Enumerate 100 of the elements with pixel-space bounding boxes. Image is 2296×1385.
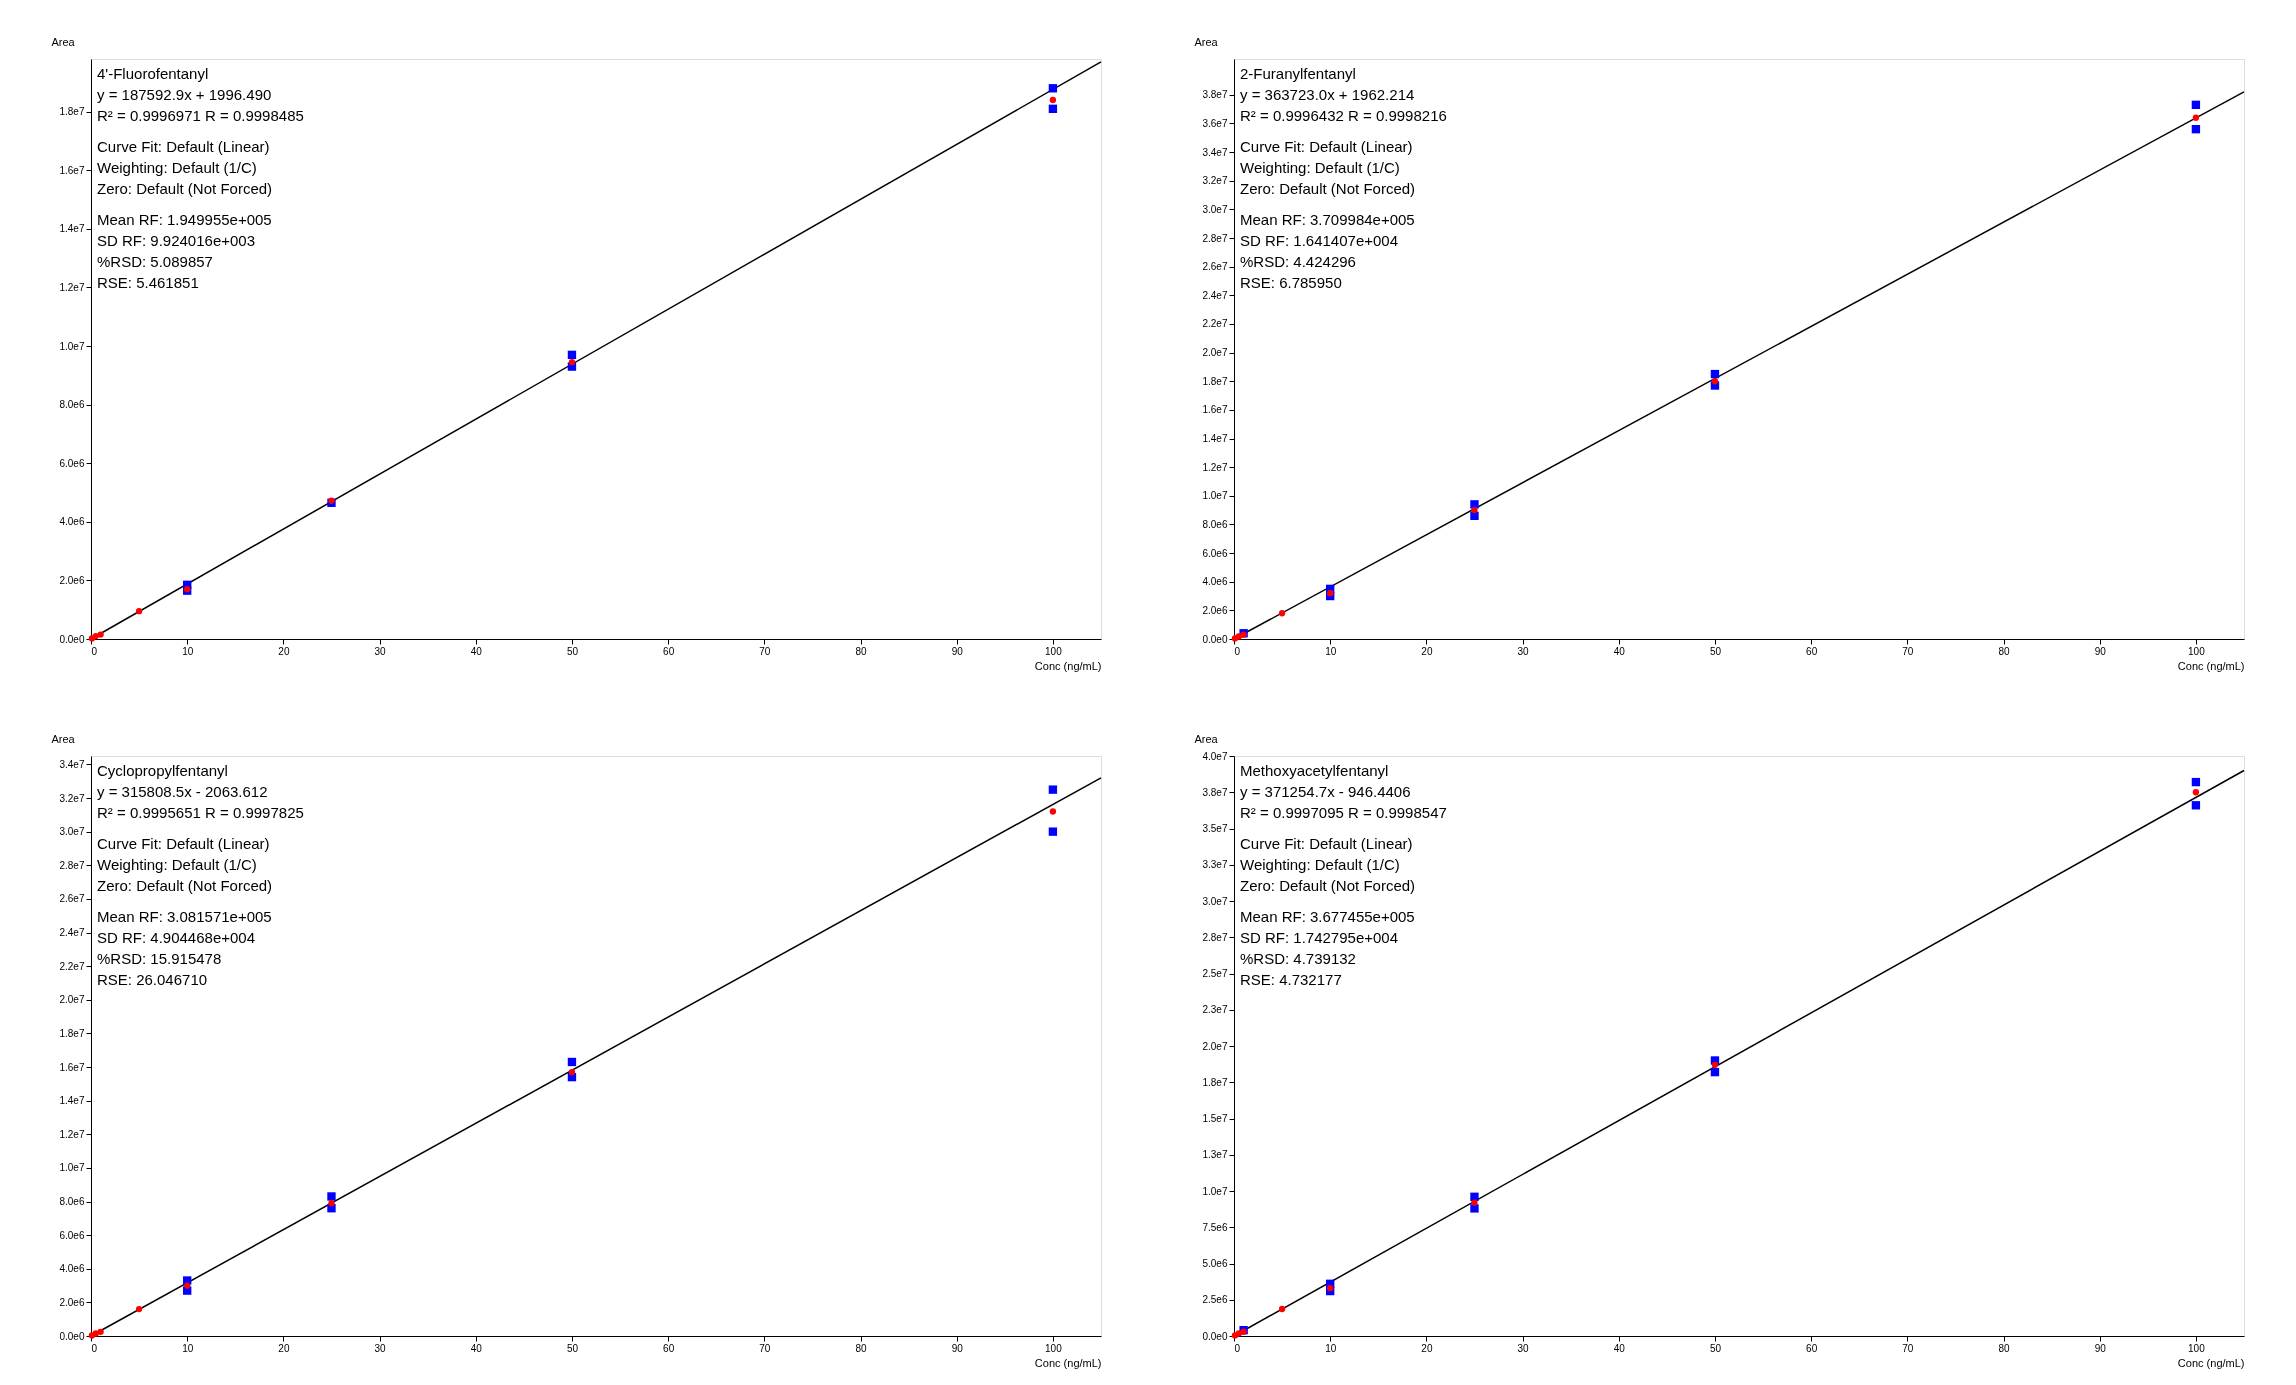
point bbox=[568, 359, 576, 366]
annotation: Mean RF: 3.677455e+005 bbox=[1240, 908, 1415, 925]
x-tick-label: 90 bbox=[951, 645, 964, 657]
y-tick-label: 1.8e7 bbox=[59, 1027, 85, 1039]
y-tick-label: 2.0e7 bbox=[1202, 1040, 1228, 1052]
y-tick-label: 2.5e6 bbox=[1202, 1294, 1228, 1306]
point bbox=[1327, 1284, 1334, 1292]
annotation: SD RF: 9.924016e+003 bbox=[97, 232, 256, 249]
point bbox=[1049, 96, 1057, 104]
x-tick-label: 10 bbox=[182, 1342, 194, 1354]
point bbox=[1048, 84, 1058, 93]
annotation: %RSD: 4.424296 bbox=[1240, 253, 1356, 270]
y-tick-label: 2.0e6 bbox=[59, 1296, 85, 1308]
annotation: Curve Fit: Default (Linear) bbox=[1240, 835, 1413, 852]
x-axis-title: Conc (ng/mL) bbox=[1034, 659, 1102, 672]
x-tick-label: 70 bbox=[1902, 1342, 1914, 1354]
y-tick-label: 3.2e7 bbox=[59, 792, 85, 804]
annotation: y = 315808.5x - 2063.612 bbox=[97, 783, 268, 800]
y-tick-label: 1.6e7 bbox=[59, 1061, 85, 1073]
point bbox=[97, 1328, 104, 1335]
y-tick-label: 2.0e7 bbox=[1202, 347, 1228, 359]
x-tick-label: 60 bbox=[1806, 1342, 1818, 1354]
point bbox=[2192, 789, 2200, 796]
y-tick-label: 2.6e7 bbox=[59, 893, 85, 905]
y-tick-label: 1.8e7 bbox=[1202, 375, 1228, 387]
x-axis-title: Conc (ng/mL) bbox=[2177, 1356, 2245, 1369]
annotation: %RSD: 5.089857 bbox=[97, 253, 213, 270]
y-tick-label: 2.5e7 bbox=[1202, 968, 1228, 979]
y-tick-label: 3.2e7 bbox=[1202, 175, 1228, 187]
annotation: Weighting: Default (1/C) bbox=[1240, 856, 1400, 873]
annotation: SD RF: 1.641407e+004 bbox=[1240, 232, 1399, 249]
y-tick-label: 6.0e6 bbox=[59, 457, 85, 469]
x-tick-label: 30 bbox=[1517, 645, 1530, 657]
point bbox=[135, 608, 143, 615]
annotation: RSE: 26.046710 bbox=[97, 971, 208, 988]
y-tick-label: 4.0e6 bbox=[59, 1263, 85, 1275]
y-tick-label: 2.6e7 bbox=[1202, 261, 1228, 273]
point bbox=[1471, 1199, 1478, 1206]
x-tick-label: 100 bbox=[1045, 1342, 1063, 1354]
x-axis-title: Conc (ng/mL) bbox=[1034, 1356, 1102, 1369]
x-tick-label: 10 bbox=[1325, 645, 1337, 657]
x-tick-label: 10 bbox=[1325, 1342, 1337, 1354]
point bbox=[135, 1305, 143, 1313]
x-tick-label: 20 bbox=[1421, 1342, 1433, 1354]
annotation: Weighting: Default (1/C) bbox=[97, 856, 257, 873]
annotation: Zero: Default (Not Forced) bbox=[97, 180, 273, 197]
y-tick-label: 3.4e7 bbox=[1202, 146, 1228, 158]
x-tick-label: 50 bbox=[566, 645, 579, 657]
x-tick-label: 70 bbox=[759, 1342, 771, 1354]
annotation: RSE: 6.785950 bbox=[1240, 274, 1342, 291]
annotation: Zero: Default (Not Forced) bbox=[1240, 180, 1416, 197]
y-tick-label: 0.0e0 bbox=[59, 1330, 85, 1342]
x-tick-label: 20 bbox=[278, 645, 290, 657]
point bbox=[2191, 124, 2201, 134]
annotation: SD RF: 4.904468e+004 bbox=[97, 929, 256, 946]
y-tick-label: 0.0e0 bbox=[59, 633, 85, 645]
point bbox=[2192, 114, 2200, 121]
y-tick-label: 4.0e6 bbox=[59, 516, 85, 528]
x-axis-title: Conc (ng/mL) bbox=[2177, 659, 2245, 672]
x-tick-label: 70 bbox=[759, 645, 771, 657]
x-tick-label: 90 bbox=[951, 1342, 964, 1354]
annotation: SD RF: 1.742795e+004 bbox=[1240, 929, 1399, 946]
y-tick-label: 3.0e7 bbox=[1202, 895, 1228, 907]
x-tick-label: 90 bbox=[2094, 645, 2107, 657]
annotation: y = 371254.7x - 946.4406 bbox=[1240, 783, 1411, 800]
y-tick-label: 1.0e7 bbox=[1202, 490, 1228, 502]
y-tick-label: 1.2e7 bbox=[59, 1128, 85, 1140]
y-tick-label: 3.3e7 bbox=[1202, 859, 1228, 871]
x-tick-label: 20 bbox=[1421, 645, 1433, 657]
y-tick-label: 1.2e7 bbox=[59, 281, 85, 293]
y-tick-label: 4.0e7 bbox=[1202, 750, 1228, 762]
point bbox=[1278, 610, 1286, 617]
annotation: Mean RF: 3.709984e+005 bbox=[1240, 211, 1415, 228]
annotation: RSE: 5.461851 bbox=[97, 274, 199, 291]
y-tick-label: 2.8e7 bbox=[1202, 232, 1228, 244]
x-tick-label: 30 bbox=[374, 645, 387, 657]
y-tick-label: 0.0e0 bbox=[1202, 1330, 1228, 1342]
annotation: Zero: Default (Not Forced) bbox=[97, 877, 273, 894]
y-axis-title: Area bbox=[1194, 35, 1219, 48]
annotation: R² = 0.9995651 R = 0.9997825 bbox=[97, 804, 304, 821]
y-tick-label: 1.4e7 bbox=[59, 1095, 85, 1107]
chart-title: 2-Furanylfentanyl bbox=[1240, 65, 1356, 82]
y-axis-title: Area bbox=[1194, 732, 1219, 745]
y-tick-label: 3.0e7 bbox=[59, 826, 85, 838]
point bbox=[1711, 1061, 1719, 1069]
point bbox=[97, 631, 104, 638]
x-tick-label: 60 bbox=[663, 1342, 675, 1354]
annotation: Weighting: Default (1/C) bbox=[1240, 159, 1400, 176]
annotation: Curve Fit: Default (Linear) bbox=[1240, 138, 1413, 155]
y-tick-label: 4.0e6 bbox=[1202, 576, 1228, 588]
y-tick-label: 1.5e7 bbox=[1202, 1113, 1228, 1124]
y-tick-label: 3.8e7 bbox=[1202, 89, 1228, 101]
annotation: Zero: Default (Not Forced) bbox=[1240, 877, 1416, 894]
point bbox=[1470, 1192, 1479, 1201]
y-tick-label: 3.4e7 bbox=[59, 758, 85, 770]
point bbox=[567, 350, 577, 360]
point bbox=[1470, 1204, 1479, 1213]
x-tick-label: 80 bbox=[855, 1342, 868, 1354]
x-tick-label: 30 bbox=[1517, 1342, 1530, 1354]
annotation: Curve Fit: Default (Linear) bbox=[97, 138, 270, 155]
